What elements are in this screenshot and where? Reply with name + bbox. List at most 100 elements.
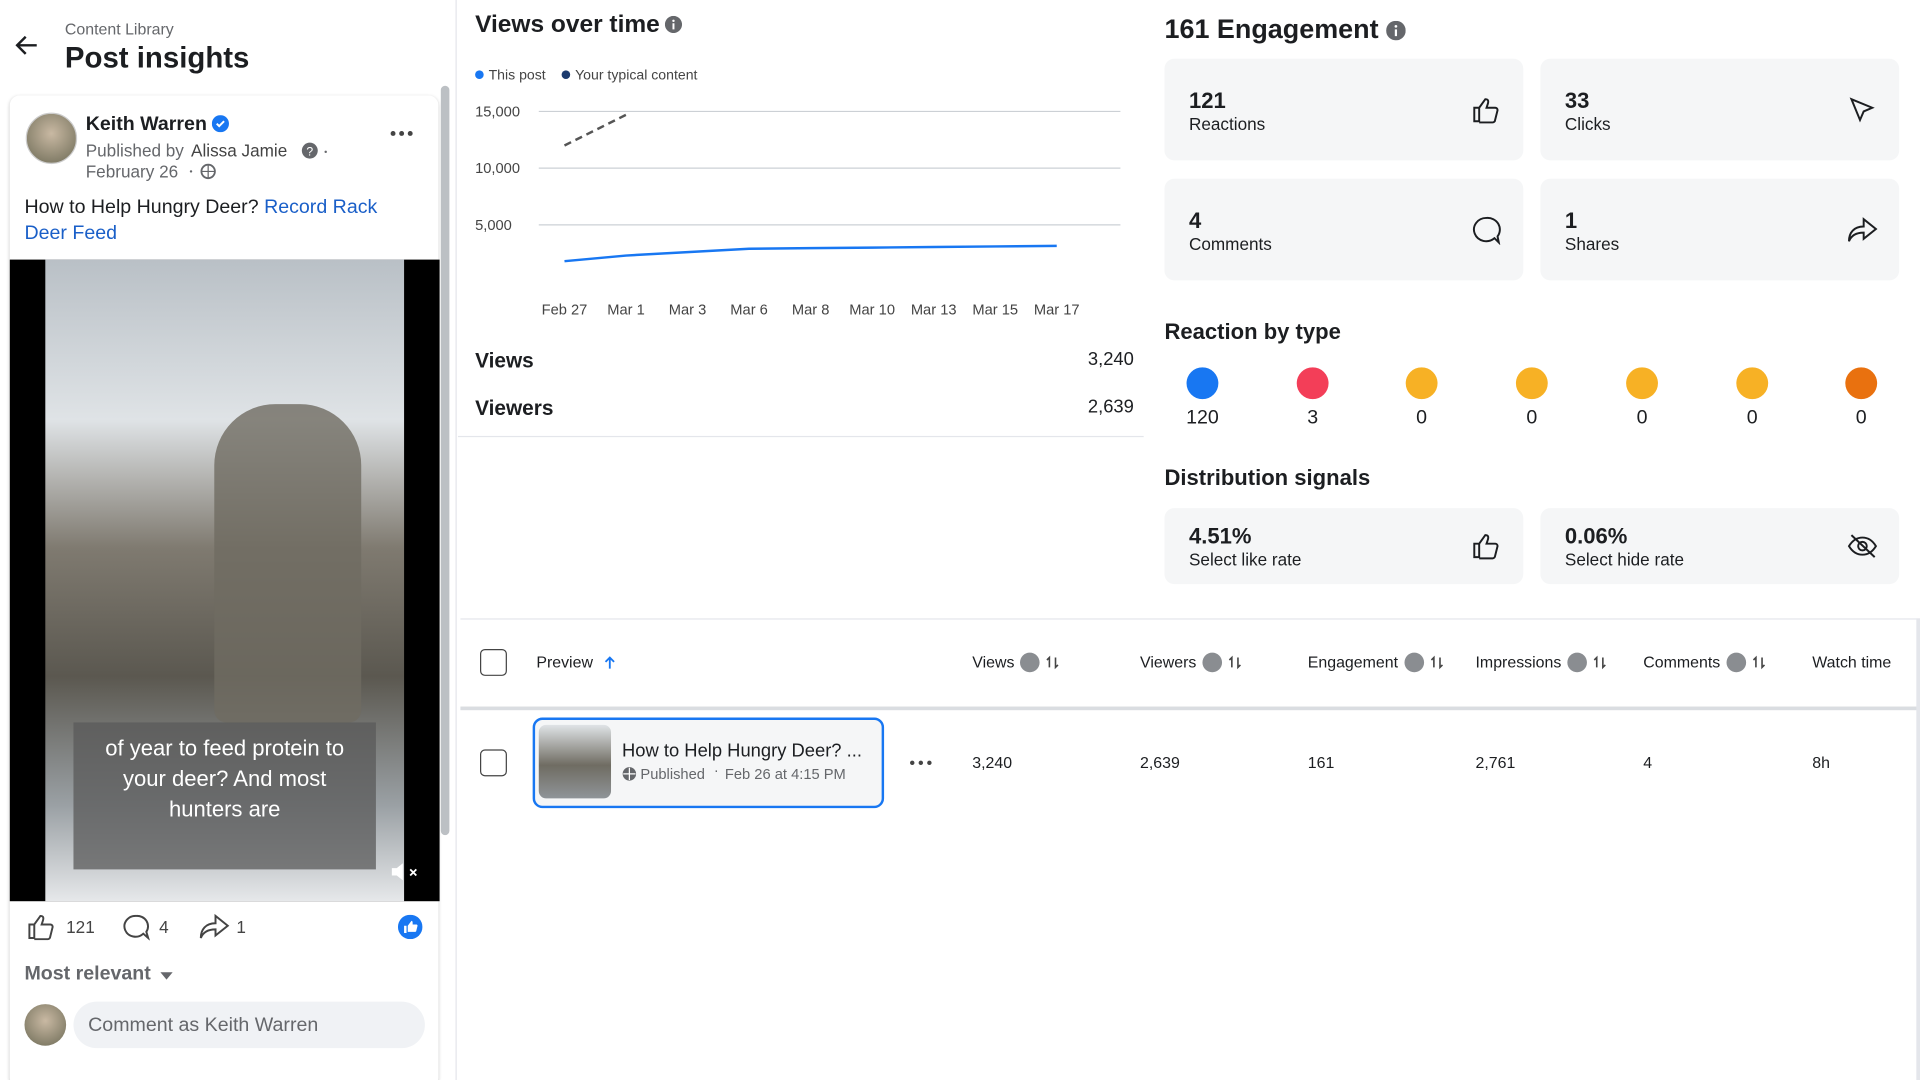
- column-header[interactable]: Watch time: [1812, 652, 1892, 672]
- breadcrumb[interactable]: Content Library: [64, 19, 174, 38]
- signal-value: 4.51%: [1188, 524, 1252, 549]
- metric-label: Shares: [1564, 233, 1620, 254]
- chart-title: Views over time: [475, 11, 660, 38]
- reaction-icon: [1405, 367, 1438, 400]
- metric-value: 33: [1564, 88, 1590, 113]
- metric-label: Reactions: [1188, 113, 1266, 134]
- x-tick-label: Mar 10: [849, 303, 895, 319]
- metric-value: 1: [1564, 208, 1578, 233]
- x-tick-label: Mar 15: [972, 303, 1018, 319]
- signal-value: 0.06%: [1564, 524, 1628, 549]
- author[interactable]: Keith Warren: [85, 113, 207, 135]
- signal-card: [1540, 508, 1900, 585]
- column-header[interactable]: Comments: [1643, 652, 1721, 672]
- x-tick-label: Mar 17: [1034, 303, 1080, 319]
- published-prefix: Published by: [85, 140, 184, 161]
- legend-label: This post: [489, 67, 546, 83]
- checkbox[interactable]: [480, 749, 507, 777]
- comment-icon[interactable]: [122, 913, 151, 941]
- summary-label: Views: [475, 348, 534, 373]
- post-date: February 26: [85, 161, 179, 182]
- column-header[interactable]: Viewers: [1140, 652, 1197, 672]
- video-caption: of year to feed protein to your deer? An…: [105, 735, 345, 822]
- reaction-count: 0: [1855, 407, 1867, 429]
- globe-icon: [189, 163, 216, 180]
- sort-icon: [1046, 655, 1059, 670]
- metric-card: [1164, 178, 1524, 281]
- summary-value: 2,639: [1087, 396, 1134, 418]
- metric-value: 121: [1188, 88, 1226, 113]
- metric-value: 4: [1188, 208, 1202, 233]
- table-cell: 161: [1307, 753, 1335, 772]
- series-line: [563, 113, 627, 147]
- info-icon[interactable]: [1386, 20, 1406, 41]
- table-cell: 3,240: [972, 753, 1013, 772]
- y-tick-label: 15,000: [475, 104, 520, 120]
- caption-box: [73, 722, 376, 870]
- reaction-count: 120: [1186, 407, 1219, 429]
- x-tick-label: Mar 13: [911, 303, 957, 319]
- post-body: How to Help Hungry Deer?: [24, 197, 259, 218]
- like-icon[interactable]: [27, 913, 56, 941]
- table-edge: [1916, 618, 1920, 1080]
- post-link[interactable]: Record Rack Deer Feed: [24, 197, 378, 244]
- reaction-count: 121: [66, 917, 95, 937]
- share-icon[interactable]: [198, 913, 230, 940]
- signal-card: [1164, 508, 1524, 585]
- more-button[interactable]: [389, 129, 413, 139]
- comment-input[interactable]: [73, 1001, 425, 1049]
- column-header[interactable]: Preview: [536, 652, 593, 672]
- column-header[interactable]: Views: [972, 652, 1015, 672]
- reaction-count: 0: [1416, 407, 1428, 429]
- svg-text:?: ?: [306, 145, 313, 159]
- table-header-border: [460, 706, 1920, 711]
- table-border: [460, 618, 1920, 620]
- dropdown-caret[interactable]: [159, 971, 174, 981]
- scrollbar[interactable]: [440, 85, 450, 836]
- metric-card: [1540, 178, 1900, 281]
- hide-icon: [1847, 534, 1878, 558]
- signal-label: Select like rate: [1188, 549, 1302, 570]
- row-status: Published: [640, 765, 705, 783]
- comment-count: 4: [159, 917, 169, 937]
- engagement-title: 161 Engagement: [1164, 13, 1379, 45]
- column-header[interactable]: Engagement: [1307, 652, 1399, 672]
- metric-card: [1164, 58, 1524, 161]
- like-badge: [397, 914, 423, 940]
- verified-badge: [211, 115, 229, 133]
- reaction-count: 3: [1307, 407, 1319, 429]
- like-icon: [1473, 98, 1499, 124]
- legend-label: Your typical content: [575, 67, 697, 83]
- sort-icon: [1752, 655, 1766, 670]
- info-icon: [1567, 652, 1587, 673]
- comment-icon: [1472, 216, 1501, 245]
- info-icon: [1404, 652, 1425, 673]
- reaction-icon: [1845, 367, 1878, 400]
- divider: [457, 435, 1144, 438]
- publisher[interactable]: Alissa Jamie: [191, 140, 288, 161]
- share-count: 1: [236, 917, 246, 937]
- signal-label: Select hide rate: [1564, 549, 1685, 570]
- post-text: How to Help Hungry Deer? Record Rack Dee…: [24, 195, 416, 246]
- checkbox[interactable]: [480, 648, 507, 676]
- reaction-icon: [1186, 367, 1219, 400]
- x-tick-label: Mar 6: [730, 303, 768, 319]
- column-header[interactable]: Impressions: [1475, 652, 1562, 672]
- table-cell: 2,761: [1475, 753, 1516, 772]
- reaction-count: 0: [1746, 407, 1758, 429]
- sort-label[interactable]: Most relevant: [24, 963, 151, 985]
- reaction-icon: [1296, 367, 1329, 400]
- mute-icon[interactable]: [389, 860, 421, 884]
- info-icon[interactable]: [664, 15, 683, 34]
- back-button[interactable]: [15, 34, 39, 56]
- cursor-icon: [1849, 97, 1875, 123]
- row-more-button[interactable]: [909, 758, 933, 768]
- page-title: Post insights: [64, 41, 250, 75]
- x-tick-label: Mar 1: [607, 303, 645, 319]
- section-title: Distribution signals: [1164, 465, 1371, 490]
- info-icon: [1020, 652, 1040, 673]
- metric-card: [1540, 58, 1900, 161]
- reaction-count: 0: [1526, 407, 1538, 429]
